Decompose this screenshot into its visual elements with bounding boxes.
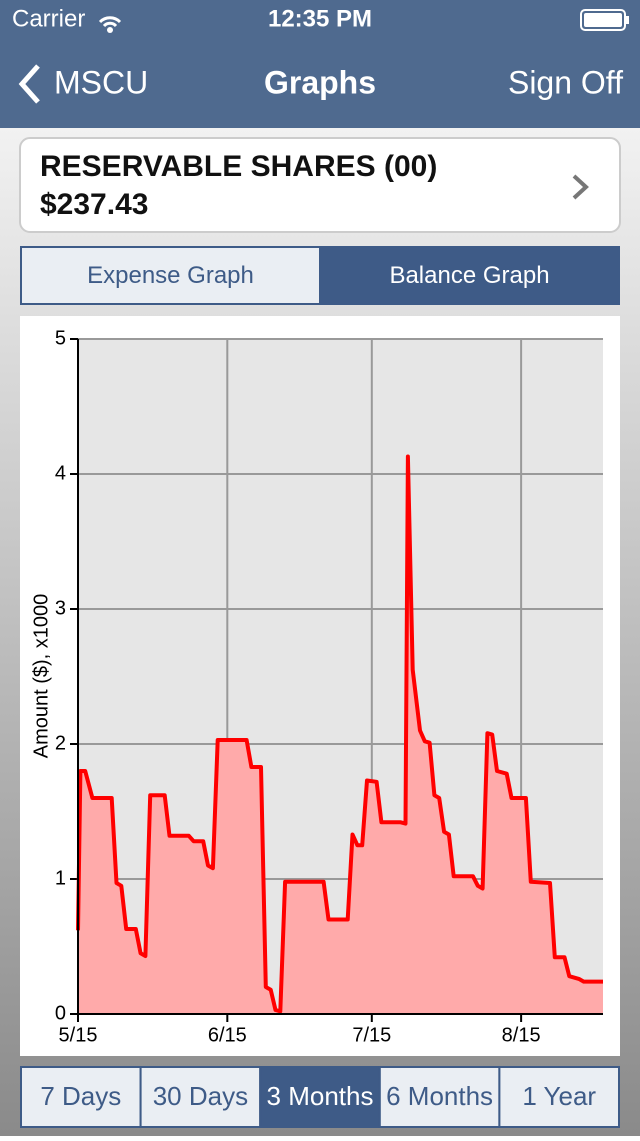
line (76, 454, 603, 1014)
y-tick-label: 2 (55, 732, 66, 754)
y-tick-label: 1 (55, 867, 66, 889)
battery-tip (626, 16, 629, 24)
wifi-icon (98, 16, 122, 28)
y-axis-label: Amount ($), x1000 (30, 594, 52, 759)
y-tick-label: 5 (55, 327, 66, 349)
nav-title: Graphs (264, 64, 376, 100)
x-tick-label: 6/15 (208, 1024, 247, 1046)
account-name: RESERVABLE SHARES (00) (40, 150, 437, 183)
tab[interactable] (20, 1066, 142, 1128)
tab-label[interactable]: 3 Months (267, 1081, 374, 1111)
back-chevron[interactable] (18, 64, 40, 104)
clock: 12:35 PM (268, 5, 372, 32)
graph-tabs: Expense Graph Balance Graph (20, 246, 620, 305)
account-card[interactable] (19, 137, 621, 233)
disclosure-chevron (572, 174, 589, 200)
y-tick-label: 0 (55, 1002, 66, 1024)
back-button[interactable]: MSCU (54, 64, 148, 100)
tab-label[interactable]: 30 Days (153, 1081, 248, 1111)
chart: 0 1 2 3 4 5 5/15 6/15 7/15 8/15 (55, 327, 603, 1046)
tab-label[interactable]: 1 Year (522, 1081, 596, 1111)
tab[interactable] (498, 1066, 620, 1128)
battery-level (584, 13, 622, 27)
tab-label[interactable]: Balance Graph (389, 262, 549, 289)
area (78, 456, 603, 1014)
x-tick-label: 8/15 (502, 1024, 541, 1046)
tab[interactable] (378, 1066, 501, 1128)
tab[interactable] (259, 1066, 381, 1128)
tab-label[interactable]: 7 Days (40, 1081, 121, 1111)
account-balance: $237.43 (40, 188, 148, 221)
carrier: Carrier (12, 5, 85, 32)
tab[interactable] (20, 246, 321, 305)
range-tabs: 7 Days 30 Days 3 Months 6 Months 1 Year (20, 1066, 620, 1128)
nav-bar (0, 0, 640, 128)
wifi-dot (107, 27, 113, 33)
battery (580, 9, 626, 31)
y-tick-label: 4 (55, 462, 66, 484)
x-tick-label: 5/15 (59, 1024, 98, 1046)
y-tick-label: 3 (55, 597, 66, 619)
sign-off-button[interactable]: Sign Off (508, 64, 623, 100)
tab[interactable] (319, 246, 620, 305)
tab-label[interactable]: Expense Graph (87, 262, 254, 289)
x-tick-label: 7/15 (352, 1024, 391, 1046)
tab-label[interactable]: 6 Months (386, 1081, 493, 1111)
